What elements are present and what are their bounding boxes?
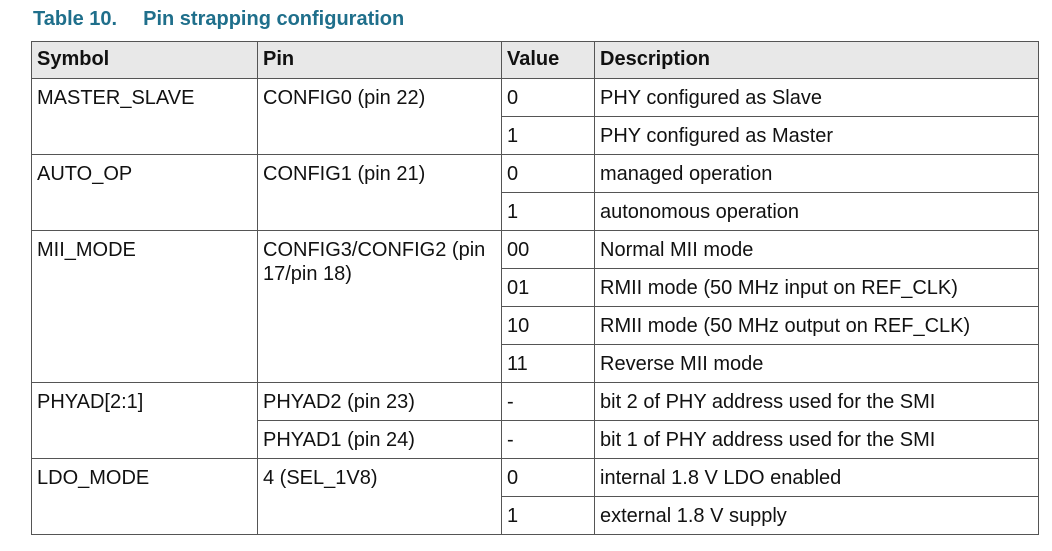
pin-cell: PHYAD2 (pin 23): [257, 382, 502, 421]
value-cell: 01: [501, 268, 595, 307]
pin-cell: CONFIG1 (pin 21): [257, 154, 502, 231]
table-row: 1 external 1.8 V supply: [32, 496, 1039, 535]
pin-cell: 4 (SEL_1V8): [257, 458, 502, 535]
table-row: MII_MODE CONFIG3/CONFIG2 (pin 17/pin 18) 0…: [31, 230, 1039, 383]
table-caption: Table 10. Pin strapping configuration: [33, 8, 404, 31]
symbol-cell: PHYAD[2:1]: [31, 382, 258, 459]
table-row: 10 RMII mode (50 MHz output on REF_CLK): [32, 306, 1039, 345]
description-cell: PHY configured as Slave: [594, 78, 1039, 117]
description-cell: autonomous operation: [594, 192, 1039, 231]
description-cell: external 1.8 V supply: [594, 496, 1039, 535]
table-row: 11 Reverse MII mode: [32, 344, 1039, 383]
table-row: PHYAD[2:1] PHYAD2 (pin 23) - bit 2 of PHY a…: [31, 382, 1039, 459]
symbol-cell: AUTO_OP: [31, 154, 258, 231]
pin-cell: CONFIG0 (pin 22): [257, 78, 502, 155]
value-cell: 0: [501, 458, 595, 497]
table-row: 01 RMII mode (50 MHz input on REF_CLK): [32, 268, 1039, 307]
value-cell: 11: [501, 344, 595, 383]
table-row: 1 autonomous operation: [32, 192, 1039, 231]
description-cell: Reverse MII mode: [594, 344, 1039, 383]
value-cell: 0: [501, 78, 595, 117]
table-row: MASTER_SLAVE CONFIG0 (pin 22) 0 PHY configu…: [31, 78, 1039, 155]
value-cell: 00: [501, 230, 595, 269]
value-cell: 10: [501, 306, 595, 345]
symbol-cell: MII_MODE: [31, 230, 258, 383]
column-header: Value: [501, 41, 595, 79]
pin-cell: PHYAD1 (pin 24): [257, 420, 502, 459]
description-cell: PHY configured as Master: [594, 116, 1039, 155]
caption-title: Pin strapping configuration: [143, 8, 405, 30]
pin-cell: CONFIG3/CONFIG2 (pin 17/pin 18): [257, 230, 502, 383]
caption-number: Table 10.: [33, 8, 118, 30]
symbol-cell: MASTER_SLAVE: [31, 78, 258, 155]
table-row: AUTO_OP CONFIG1 (pin 21) 0 managed operatio…: [31, 154, 1039, 231]
pin-table: Symbol Pin Value Description MASTER_SLAVE CO…: [31, 41, 1039, 535]
description-cell: bit 2 of PHY address used for the SMI: [594, 382, 1039, 421]
table-body: MASTER_SLAVE CONFIG0 (pin 22) 0 PHY configu…: [31, 78, 1039, 535]
column-header: Symbol: [31, 41, 258, 79]
description-cell: Normal MII mode: [594, 230, 1039, 269]
description-cell: managed operation: [594, 154, 1039, 193]
value-cell: 0: [501, 154, 595, 193]
column-header: Pin: [257, 41, 502, 79]
header-row: Symbol Pin Value Description: [31, 41, 1039, 79]
table-row: PHYAD1 (pin 24) - bit 1 of PHY address use…: [32, 420, 1039, 459]
value-cell: -: [501, 382, 595, 421]
description-cell: RMII mode (50 MHz output on REF_CLK): [594, 306, 1039, 345]
symbol-cell: LDO_MODE: [31, 458, 258, 535]
description-cell: RMII mode (50 MHz input on REF_CLK): [594, 268, 1039, 307]
value-cell: 1: [501, 116, 595, 155]
table-row: LDO_MODE 4 (SEL_1V8) 0 internal 1.8 V LDO e…: [31, 458, 1039, 535]
column-header: Description: [594, 41, 1039, 79]
description-cell: internal 1.8 V LDO enabled: [594, 458, 1039, 497]
value-cell: 1: [501, 192, 595, 231]
value-cell: -: [501, 420, 595, 459]
description-cell: bit 1 of PHY address used for the SMI: [594, 420, 1039, 459]
value-cell: 1: [501, 496, 595, 535]
